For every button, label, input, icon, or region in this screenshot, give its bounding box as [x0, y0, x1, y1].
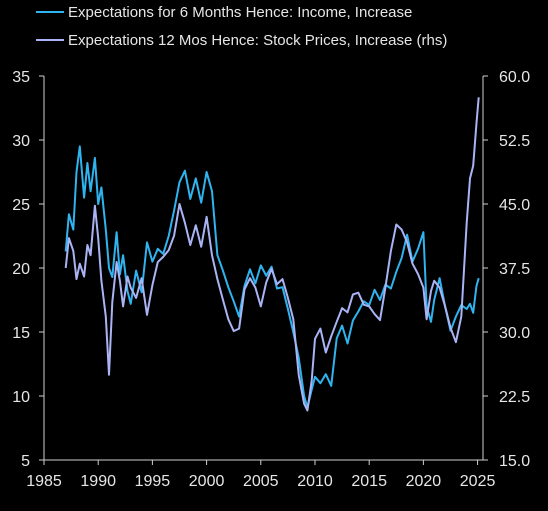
- x-tick-label: 1990: [80, 473, 116, 490]
- y-right-tick-label: 45.0: [499, 197, 530, 214]
- y-left-tick-label: 30: [12, 133, 30, 150]
- y-left-tick-label: 5: [21, 453, 30, 470]
- x-tick-label: 2025: [460, 473, 496, 490]
- y-left-tick-label: 35: [12, 69, 30, 86]
- legend-label-stocks: Expectations 12 Mos Hence: Stock Prices,…: [68, 32, 447, 49]
- y-right-tick-label: 52.5: [499, 133, 530, 150]
- y-right-tick-label: 22.5: [499, 389, 530, 406]
- x-tick-label: 1995: [135, 473, 171, 490]
- y-right-tick-label: 60.0: [499, 69, 530, 86]
- legend-label-income: Expectations for 6 Months Hence: Income,…: [68, 4, 412, 21]
- x-tick-label: 2005: [243, 473, 279, 490]
- y-right-tick-label: 37.5: [499, 261, 530, 278]
- y-right-tick-label: 15.0: [499, 453, 530, 470]
- series-line-stock-prices: [64, 97, 480, 412]
- y-left-tick-label: 10: [12, 389, 30, 406]
- x-tick-label: 2000: [189, 473, 225, 490]
- y-left-tick-label: 20: [12, 261, 30, 278]
- x-tick-label: 2015: [351, 473, 387, 490]
- x-tick-label: 2020: [406, 473, 442, 490]
- x-tick-label: 2010: [297, 473, 333, 490]
- y-left-tick-label: 15: [12, 325, 30, 342]
- series-line-income: [64, 145, 480, 409]
- legend: Expectations for 6 Months Hence: Income,…: [36, 4, 447, 49]
- y-left-tick-label: 25: [12, 197, 30, 214]
- axes: 510152025303515.022.530.037.545.052.560.…: [12, 69, 530, 490]
- x-tick-label: 1985: [26, 473, 62, 490]
- y-right-tick-label: 30.0: [499, 325, 530, 342]
- series-layer: [64, 97, 480, 412]
